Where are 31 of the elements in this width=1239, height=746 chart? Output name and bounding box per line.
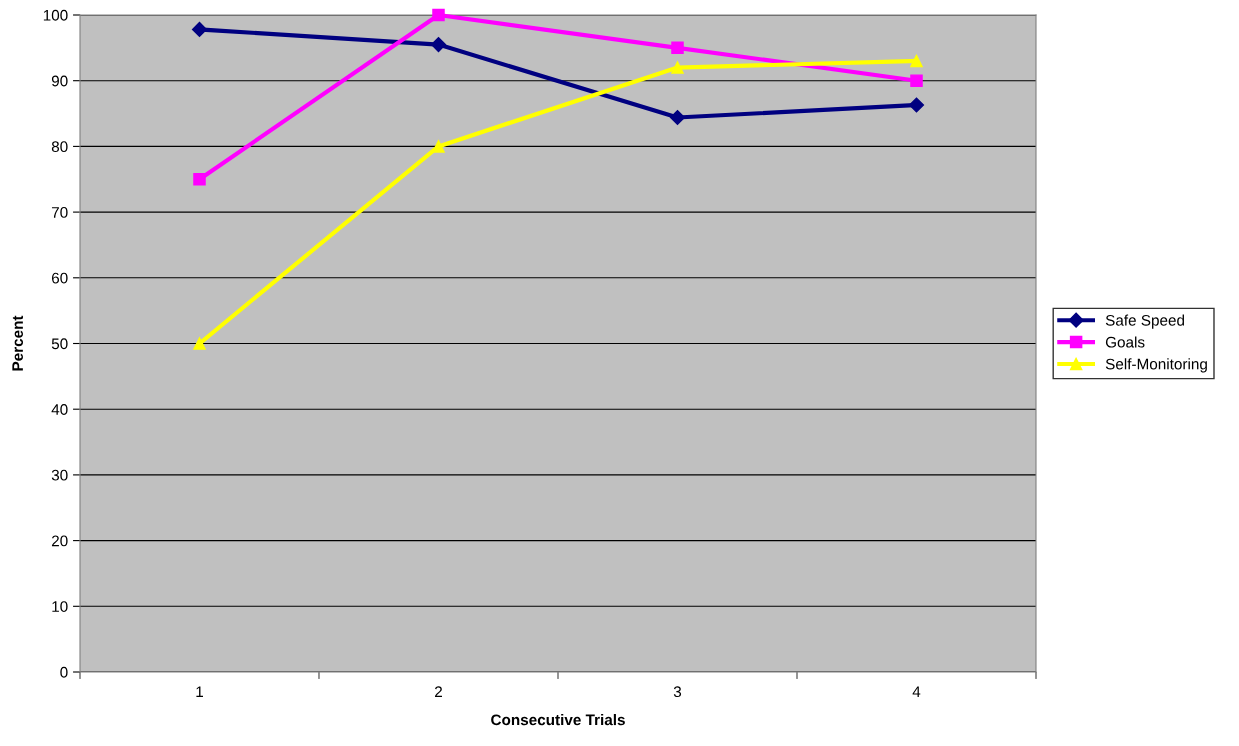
- point: [193, 337, 206, 350]
- y-tick-label: 30: [51, 469, 68, 481]
- point: [430, 36, 447, 53]
- y-tick-label: 0: [60, 666, 68, 678]
- x-tick-label: 3: [673, 686, 682, 698]
- point: [191, 21, 208, 38]
- y-tick-label: 80: [51, 141, 68, 153]
- y-tick-label: 70: [51, 206, 68, 218]
- y-tick-label: 60: [51, 272, 68, 284]
- y-axis-title: Percent: [12, 315, 24, 371]
- point: [910, 74, 923, 87]
- y-tick-label: 50: [51, 338, 68, 350]
- legend-label: Safe Speed: [1105, 314, 1185, 329]
- y-tick-label: 40: [51, 404, 68, 415]
- x-tick-label: 4: [912, 686, 921, 697]
- legend-label: Self-Monitoring: [1105, 358, 1207, 373]
- point: [910, 54, 923, 68]
- point: [432, 8, 445, 22]
- x-tick-label: 1: [196, 686, 203, 697]
- y-tick-label: 90: [51, 75, 68, 87]
- x-axis-title: Consecutive Trials: [491, 714, 625, 726]
- y-tick-label: 100: [43, 9, 68, 21]
- point: [671, 41, 684, 55]
- y-tick-label: 10: [52, 601, 68, 612]
- point: [908, 97, 925, 113]
- point: [193, 172, 206, 186]
- y-tick-label: 20: [51, 535, 68, 547]
- point: [671, 61, 684, 74]
- point: [669, 109, 686, 126]
- legend-label: Goals: [1105, 336, 1145, 348]
- x-tick-label: 2: [435, 686, 442, 697]
